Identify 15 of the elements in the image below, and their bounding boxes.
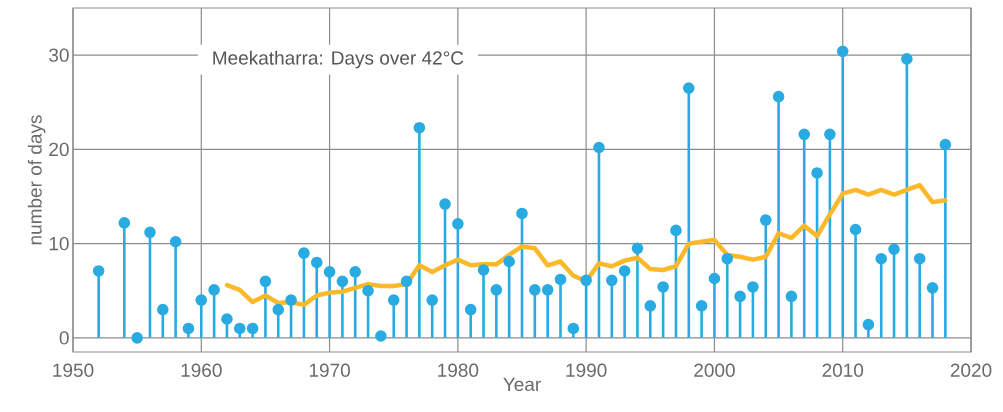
x-tick-label: 2020 [950, 363, 992, 377]
y-tick-label: 0 [59, 331, 69, 345]
y-tick-label: 20 [49, 142, 69, 157]
x-tick-label: 2010 [822, 363, 864, 377]
x-tick-label: 1980 [438, 363, 479, 377]
x-tick-label: 1960 [181, 363, 222, 377]
y-tick-label: 30 [49, 48, 69, 62]
y-axis-title: number of days [27, 115, 46, 245]
x-tick-label: 2000 [694, 363, 735, 377]
x-tick-label: 1950 [53, 363, 94, 377]
x-tick-label: 1990 [566, 363, 607, 377]
text: Meekatharra: Days over 42°C [213, 50, 464, 69]
x-axis-title: Year [503, 377, 541, 392]
y-tick-label: 10 [49, 236, 69, 251]
x-tick-label: 1970 [309, 363, 350, 377]
